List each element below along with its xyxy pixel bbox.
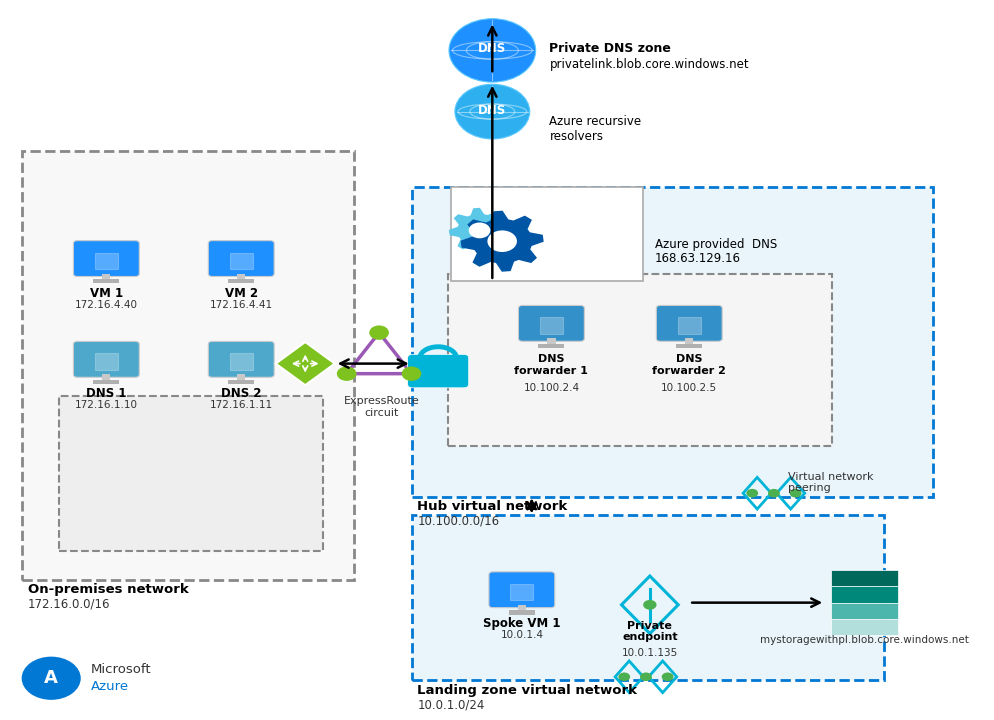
Text: DNS: DNS: [478, 104, 506, 117]
FancyBboxPatch shape: [208, 240, 274, 276]
Text: 168.63.129.16: 168.63.129.16: [654, 252, 741, 265]
Bar: [508, 611, 535, 615]
Text: DNS: DNS: [478, 42, 506, 55]
Bar: [237, 374, 246, 380]
Bar: [102, 374, 110, 380]
Circle shape: [369, 325, 389, 340]
Text: DNS 2: DNS 2: [221, 387, 261, 400]
Text: 172.16.0.0/16: 172.16.0.0/16: [28, 598, 110, 611]
Bar: [228, 279, 254, 284]
Bar: [93, 279, 119, 284]
Circle shape: [468, 222, 490, 238]
Text: VM 2: VM 2: [225, 287, 257, 300]
Text: DNS
forwarder 1: DNS forwarder 1: [514, 354, 587, 376]
Circle shape: [448, 19, 535, 82]
Circle shape: [454, 84, 529, 139]
Polygon shape: [412, 187, 932, 497]
FancyBboxPatch shape: [94, 354, 118, 370]
Circle shape: [639, 672, 651, 681]
FancyBboxPatch shape: [74, 341, 139, 377]
Text: On-premises network: On-premises network: [28, 583, 188, 596]
Text: privatelink.blob.core.windows.net: privatelink.blob.core.windows.net: [549, 58, 748, 71]
FancyBboxPatch shape: [230, 253, 252, 269]
Polygon shape: [450, 187, 642, 281]
Text: Microsoft: Microsoft: [90, 663, 151, 676]
FancyBboxPatch shape: [540, 318, 563, 334]
Bar: [517, 605, 526, 611]
Circle shape: [487, 230, 517, 252]
Text: Private
endpoint: Private endpoint: [621, 621, 677, 642]
Bar: [228, 380, 254, 384]
FancyBboxPatch shape: [677, 318, 700, 334]
FancyBboxPatch shape: [656, 305, 722, 341]
Circle shape: [789, 489, 801, 498]
FancyBboxPatch shape: [208, 341, 274, 377]
Text: 172.16.1.11: 172.16.1.11: [210, 400, 272, 410]
Bar: [547, 338, 555, 344]
Circle shape: [746, 489, 757, 498]
Polygon shape: [461, 212, 543, 271]
Bar: [237, 274, 246, 279]
Circle shape: [661, 672, 673, 681]
Polygon shape: [59, 396, 323, 551]
FancyBboxPatch shape: [488, 572, 555, 608]
Text: 172.16.1.10: 172.16.1.10: [75, 400, 138, 410]
Text: 10.100.2.4: 10.100.2.4: [523, 383, 579, 393]
Polygon shape: [447, 274, 831, 446]
Text: 10.0.1.4: 10.0.1.4: [500, 630, 543, 640]
Text: 10.100.2.5: 10.100.2.5: [661, 383, 717, 393]
Polygon shape: [412, 515, 884, 680]
Text: 10.100.0.0/16: 10.100.0.0/16: [417, 515, 499, 528]
Bar: [102, 274, 110, 279]
Bar: [830, 586, 898, 603]
Text: Spoke VM 1: Spoke VM 1: [483, 617, 560, 630]
Text: Azure provided  DNS: Azure provided DNS: [654, 238, 776, 251]
Circle shape: [642, 600, 656, 610]
Text: Virtual network
peering: Virtual network peering: [787, 472, 873, 493]
Text: Azure recursive: Azure recursive: [549, 115, 641, 128]
Text: Private DNS zone: Private DNS zone: [549, 42, 671, 55]
Circle shape: [22, 657, 81, 700]
Bar: [676, 344, 702, 348]
Text: 172.16.4.40: 172.16.4.40: [75, 300, 138, 310]
FancyBboxPatch shape: [408, 354, 468, 388]
FancyBboxPatch shape: [74, 240, 139, 276]
Polygon shape: [449, 209, 509, 252]
Text: 10.0.1.0/24: 10.0.1.0/24: [417, 698, 484, 711]
Text: A: A: [44, 670, 58, 687]
Text: resolvers: resolvers: [549, 130, 602, 143]
Text: 172.16.4.41: 172.16.4.41: [210, 300, 272, 310]
Bar: [830, 570, 898, 586]
FancyBboxPatch shape: [94, 253, 118, 269]
FancyBboxPatch shape: [20, 652, 202, 706]
Bar: [538, 344, 564, 348]
Text: DNS 1: DNS 1: [86, 387, 126, 400]
Circle shape: [402, 366, 420, 381]
Circle shape: [337, 366, 356, 381]
Bar: [830, 618, 898, 635]
Polygon shape: [275, 342, 334, 385]
Text: Hub virtual network: Hub virtual network: [417, 500, 568, 513]
FancyBboxPatch shape: [518, 305, 583, 341]
Text: Azure: Azure: [90, 680, 128, 693]
Text: ExpressRoute
circuit: ExpressRoute circuit: [344, 396, 419, 418]
Circle shape: [617, 672, 629, 681]
Bar: [830, 603, 898, 618]
FancyBboxPatch shape: [510, 584, 533, 600]
Bar: [685, 338, 693, 344]
Text: 10.0.1.135: 10.0.1.135: [621, 648, 677, 658]
Text: DNS
forwarder 2: DNS forwarder 2: [652, 354, 726, 376]
Text: mystoragewithpl.blob.core.windows.net: mystoragewithpl.blob.core.windows.net: [759, 635, 968, 645]
FancyBboxPatch shape: [230, 354, 252, 370]
Polygon shape: [22, 151, 354, 580]
Bar: [93, 380, 119, 384]
Circle shape: [767, 489, 779, 498]
Text: Landing zone virtual network: Landing zone virtual network: [417, 684, 637, 697]
Text: VM 1: VM 1: [89, 287, 123, 300]
